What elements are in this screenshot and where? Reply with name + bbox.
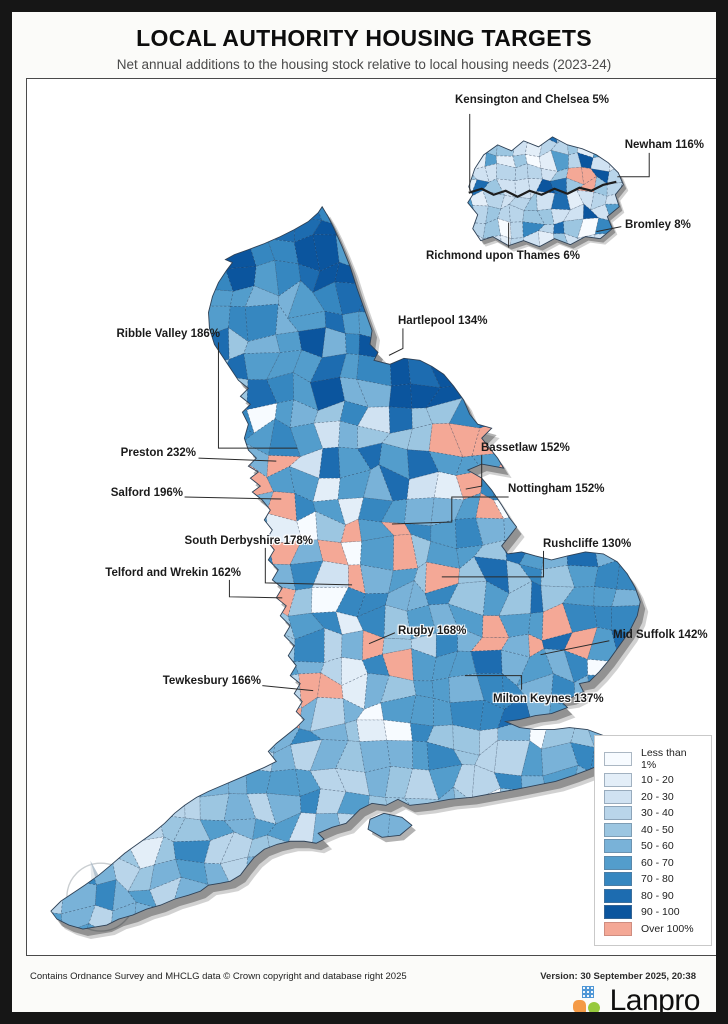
legend-swatch [604, 839, 632, 853]
map-legend: Less than 1% 10 - 20 20 - 30 30 - 40 40 - 50… [594, 735, 712, 946]
page-title: LOCAL AUTHORITY HOUSING TARGETS [136, 25, 592, 51]
legend-item: Less than 1% [604, 747, 703, 771]
legend-item: Over 100% [604, 921, 703, 936]
lanpro-logo: Lanpro [572, 984, 701, 1017]
legend-label: 10 - 20 [641, 774, 674, 786]
legend-item: 60 - 70 [604, 855, 703, 870]
legend-swatch [604, 773, 632, 787]
lanpro-logo-text: Lanpro [609, 984, 701, 1017]
attribution-text: Contains Ordnance Survey and MHCLG data … [30, 971, 407, 982]
legend-item: 30 - 40 [604, 806, 703, 820]
logo-orange-square-icon [572, 1000, 586, 1012]
legend-swatch [604, 855, 632, 870]
map-frame: Kensington and Chelsea 5% Newham 116% Brom… [26, 78, 716, 956]
legend-swatch [604, 751, 632, 766]
legend-item: 50 - 60 [604, 839, 703, 853]
legend-swatch [604, 921, 632, 936]
england-choropleth-map [50, 113, 650, 940]
callout-leader-lines [184, 113, 650, 692]
legend-label: 30 - 40 [641, 807, 674, 819]
legend-label: 70 - 80 [641, 873, 674, 885]
logo-green-circle-icon [587, 1002, 600, 1012]
legend-swatch [604, 822, 632, 837]
legend-label: 50 - 60 [641, 840, 674, 852]
legend-label: 20 - 30 [641, 790, 674, 803]
page-subtitle: Net annual additions to the housing stoc… [116, 57, 612, 72]
legend-label: 40 - 50 [641, 823, 674, 836]
legend-swatch [604, 872, 632, 886]
header: LOCAL AUTHORITY HOUSING TARGETS Net annu… [12, 12, 716, 72]
legend-swatch [604, 806, 632, 820]
lanpro-logo-icon [572, 986, 603, 1012]
logo-blue-square-icon [581, 986, 594, 998]
version-text: Version: 30 September 2025, 20:38 [540, 971, 696, 982]
legend-item: 10 - 20 [604, 773, 703, 787]
legend-label: Over 100% [641, 922, 694, 935]
legend-label: 90 - 100 [641, 906, 680, 918]
legend-item: 90 - 100 [604, 905, 703, 919]
legend-swatch [604, 888, 632, 903]
legend-item: 20 - 30 [604, 789, 703, 804]
legend-label: Less than 1% [641, 746, 687, 771]
legend-swatch [604, 789, 632, 804]
legend-item: 80 - 90 [604, 888, 703, 903]
isle-of-wight-region [367, 812, 413, 838]
legend-item: 70 - 80 [604, 872, 703, 886]
legend-label: 60 - 70 [641, 856, 674, 869]
legend-item: 40 - 50 [604, 822, 703, 837]
legend-swatch [604, 905, 632, 919]
legend-label: 80 - 90 [641, 889, 674, 902]
